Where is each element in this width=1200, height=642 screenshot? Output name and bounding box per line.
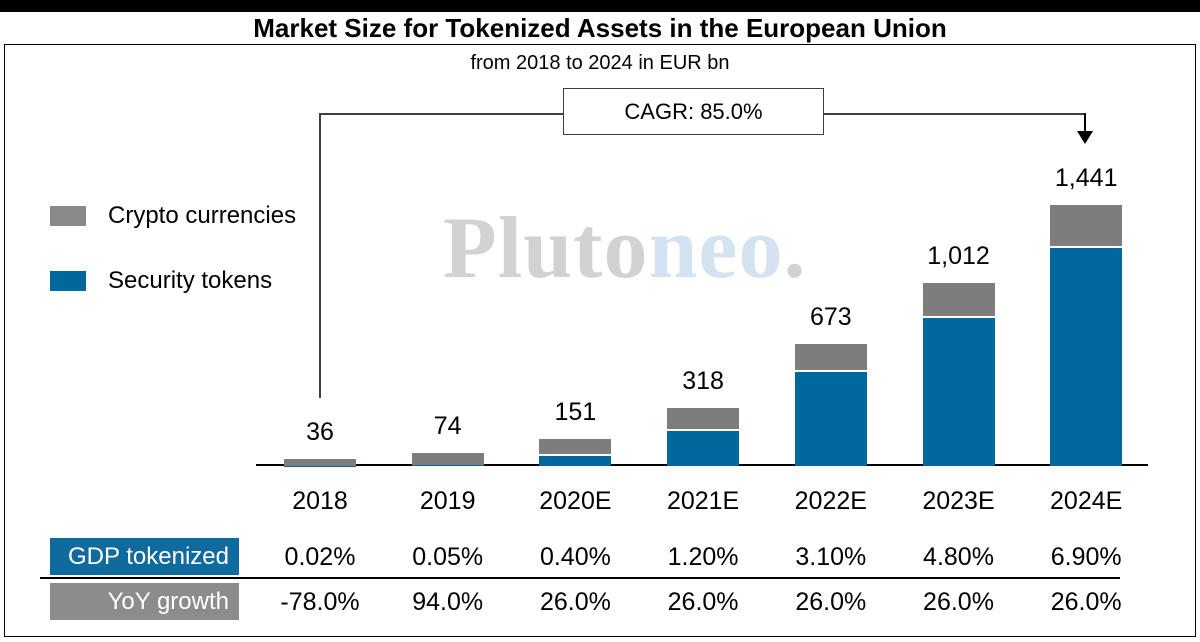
cagr-arrow-line (1084, 113, 1086, 133)
gdp-tokenized-label: GDP tokenized (68, 542, 229, 570)
crypto-currencies-swatch-icon (50, 206, 86, 226)
bar-2018 (284, 459, 356, 466)
table-cell-yoy-2018: -78.0% (280, 588, 360, 616)
legend-item-crypto-currencies: Crypto currencies (50, 202, 296, 230)
legend-label-security: Security tokens (108, 267, 273, 294)
table-cell-gdp-2021E: 1.20% (667, 543, 739, 571)
cagr-bracket-left-line (319, 113, 321, 398)
x-axis-label-2018: 2018 (292, 487, 348, 515)
legend-label-crypto: Crypto currencies (108, 202, 297, 229)
x-axis-label-2019: 2019 (419, 487, 476, 515)
chart-title: Market Size for Tokenized Assets in the … (231, 13, 969, 44)
bar-2023E (922, 282, 995, 466)
bar-segment-security-2024E (1050, 245, 1123, 466)
bar-total-label-2023E: 1,012 (927, 241, 990, 270)
bar-2020E (539, 438, 612, 466)
x-axis-label-2023E: 2023E (922, 487, 995, 515)
bar-2021E (667, 408, 740, 466)
table-cell-gdp-2019: 0.05% (412, 543, 484, 571)
chart-border-frame (4, 44, 1196, 637)
chart-subtitle: from 2018 to 2024 in EUR bn (470, 52, 730, 74)
watermark-part-blue: neo (648, 200, 784, 297)
bar-segment-crypto-2021E (667, 408, 740, 430)
bar-total-label-2018: 36 (306, 418, 334, 447)
table-cell-yoy-2023E: 26.0% (923, 588, 994, 616)
table-cell-gdp-2022E: 3.10% (795, 543, 867, 571)
bar-2024E (1050, 205, 1123, 466)
table-row-label-gdp-tokenized: GDP tokenized (50, 538, 239, 575)
bar-2022E (794, 344, 867, 466)
bar-segment-crypto-2018 (284, 459, 356, 466)
cagr-arrowhead-icon (1077, 131, 1093, 144)
bar-segment-crypto-2019 (411, 452, 484, 466)
security-tokens-swatch-icon (50, 271, 86, 291)
bar-segment-crypto-2022E (794, 344, 867, 370)
cagr-bracket-top-line-right (820, 113, 1086, 115)
bar-segment-security-2021E (667, 429, 740, 466)
bar-total-label-2019: 74 (433, 411, 462, 440)
watermark-period: . (783, 200, 807, 297)
table-cell-yoy-2019: 94.0% (412, 588, 484, 616)
table-cell-gdp-2024E: 6.90% (1050, 543, 1122, 571)
watermark-part-gray: Pluto (443, 200, 649, 297)
x-axis-label-2020E: 2020E (539, 487, 612, 515)
bar-segment-crypto-2020E (539, 438, 612, 454)
legend-item-security-tokens: Security tokens (50, 267, 272, 295)
table-cell-yoy-2020E: 26.0% (539, 588, 611, 616)
cagr-bracket-top-line-left (319, 113, 565, 115)
bar-total-label-2024E: 1,441 (1054, 164, 1118, 192)
bar-total-label-2022E: 673 (809, 303, 852, 332)
table-cell-yoy-2022E: 26.0% (795, 588, 867, 616)
yoy-growth-label: YoY growth (107, 587, 229, 615)
bar-total-label-2020E: 151 (554, 397, 597, 426)
cagr-annotation-box: CAGR: 85.0% (563, 88, 824, 135)
x-axis-label-2024E: 2024E (1050, 487, 1123, 515)
bar-2019 (411, 452, 484, 466)
cagr-label: CAGR: 85.0% (624, 98, 763, 124)
top-black-strip (0, 0, 1200, 12)
x-axis-label-2021E: 2021E (666, 487, 740, 515)
table-cell-gdp-2023E: 4.80% (923, 543, 994, 571)
table-cell-gdp-2018: 0.02% (284, 543, 356, 571)
bar-segment-security-2020E (539, 453, 612, 466)
bar-segment-crypto-2023E (922, 282, 995, 317)
table-cell-yoy-2021E: 26.0% (667, 588, 739, 616)
bar-segment-security-2019 (411, 465, 484, 466)
table-cell-gdp-2020E: 0.40% (539, 543, 611, 571)
table-divider-line (40, 577, 1120, 579)
bar-segment-security-2022E (794, 370, 867, 466)
table-cell-yoy-2024E: 26.0% (1050, 588, 1122, 616)
bar-total-label-2021E: 318 (682, 367, 724, 396)
watermark-logo: Plutoneo. (443, 198, 806, 299)
table-row-label-yoy-growth: YoY growth (50, 583, 239, 620)
bar-segment-security-2023E (922, 316, 995, 466)
bar-segment-crypto-2024E (1050, 205, 1123, 246)
x-axis-label-2022E: 2022E (794, 487, 867, 515)
